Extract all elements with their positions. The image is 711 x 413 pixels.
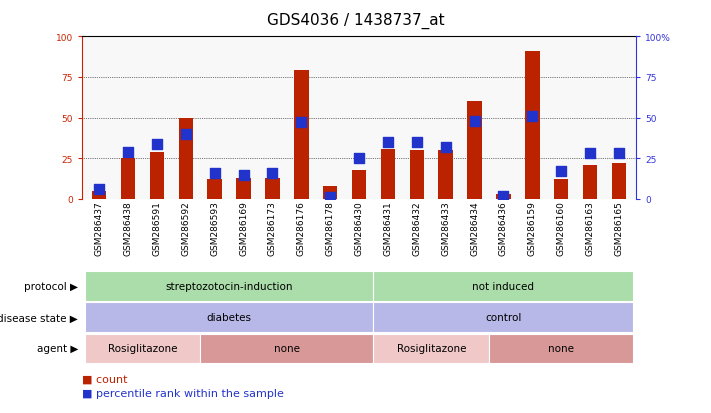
Bar xyxy=(121,159,135,199)
Point xyxy=(324,195,336,201)
Point xyxy=(555,169,567,175)
Bar xyxy=(410,151,424,199)
Bar xyxy=(178,118,193,199)
Bar xyxy=(149,152,164,199)
Bar xyxy=(92,191,107,199)
Point xyxy=(151,141,163,147)
Text: streptozotocin-induction: streptozotocin-induction xyxy=(166,282,293,292)
Text: ■ percentile rank within the sample: ■ percentile rank within the sample xyxy=(82,388,284,398)
Bar xyxy=(380,149,395,199)
Text: not induced: not induced xyxy=(473,282,535,292)
Point xyxy=(614,151,625,157)
Point xyxy=(209,170,220,177)
Bar xyxy=(439,151,453,199)
Point xyxy=(383,139,394,146)
Point xyxy=(296,120,307,126)
Bar xyxy=(496,195,510,199)
Bar xyxy=(525,52,540,199)
Text: GDS4036 / 1438737_at: GDS4036 / 1438737_at xyxy=(267,12,444,28)
Bar xyxy=(265,178,279,199)
Text: Rosiglitazone: Rosiglitazone xyxy=(107,344,177,354)
Point xyxy=(440,144,451,151)
Text: ■ count: ■ count xyxy=(82,374,127,384)
Point xyxy=(469,118,481,125)
Point xyxy=(122,149,134,156)
Bar xyxy=(583,165,597,199)
Text: agent ▶: agent ▶ xyxy=(37,344,78,354)
Bar xyxy=(554,180,569,199)
Point xyxy=(353,156,365,162)
Bar xyxy=(323,187,338,199)
Bar xyxy=(294,71,309,199)
Text: diabetes: diabetes xyxy=(207,313,252,323)
Text: protocol ▶: protocol ▶ xyxy=(24,282,78,292)
Bar xyxy=(467,102,482,199)
Bar xyxy=(352,170,366,199)
Text: disease state ▶: disease state ▶ xyxy=(0,313,78,323)
Point xyxy=(180,131,191,138)
Point xyxy=(267,170,278,177)
Text: control: control xyxy=(486,313,522,323)
Bar xyxy=(208,180,222,199)
Point xyxy=(411,139,422,146)
Point xyxy=(498,193,509,199)
Point xyxy=(584,151,596,157)
Point xyxy=(93,186,105,193)
Bar xyxy=(236,178,251,199)
Text: Rosiglitazone: Rosiglitazone xyxy=(397,344,466,354)
Point xyxy=(527,114,538,120)
Bar xyxy=(611,164,626,199)
Point xyxy=(237,172,249,178)
Text: none: none xyxy=(274,344,300,354)
Text: none: none xyxy=(548,344,574,354)
